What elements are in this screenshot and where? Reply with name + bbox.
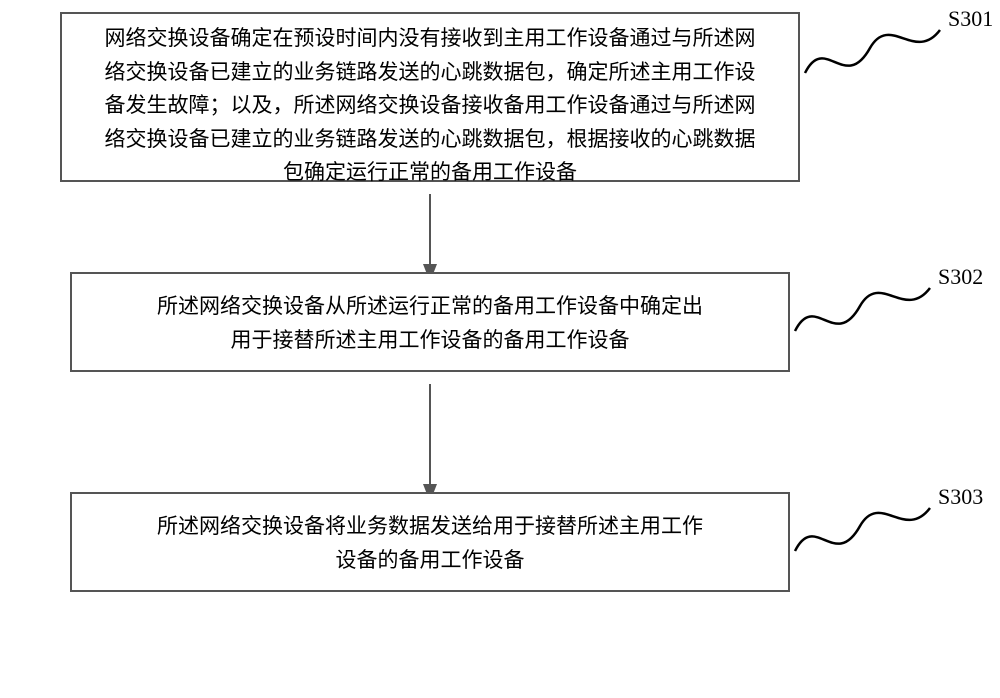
node-text-line: 网络交换设备确定在预设时间内没有接收到主用工作设备通过与所述网 (82, 22, 778, 56)
flow-node-s303: 所述网络交换设备将业务数据发送给用于接替所述主用工作 设备的备用工作设备 (70, 492, 790, 592)
flowchart-container: 网络交换设备确定在预设时间内没有接收到主用工作设备通过与所述网 络交换设备已建立… (60, 12, 940, 592)
step-label-s303: S303 (938, 484, 983, 510)
squiggle-connector (800, 18, 950, 88)
flow-arrow (420, 194, 440, 284)
node-text-line: 用于接替所述主用工作设备的备用工作设备 (92, 324, 768, 358)
flow-node-s302: 所述网络交换设备从所述运行正常的备用工作设备中确定出 用于接替所述主用工作设备的… (70, 272, 790, 372)
node-text-line: 备发生故障；以及，所述网络交换设备接收备用工作设备通过与所述网 (82, 89, 778, 123)
flow-node-s301: 网络交换设备确定在预设时间内没有接收到主用工作设备通过与所述网 络交换设备已建立… (60, 12, 800, 182)
node-text-line: 络交换设备已建立的业务链路发送的心跳数据包，根据接收的心跳数据 (82, 123, 778, 157)
step-label-s301: S301 (948, 6, 993, 32)
node-text-line: 所述网络交换设备从所述运行正常的备用工作设备中确定出 (92, 290, 768, 324)
node-text-line: 设备的备用工作设备 (92, 544, 768, 578)
squiggle-connector (790, 276, 940, 346)
node-text-line: 包确定运行正常的备用工作设备 (82, 156, 778, 190)
flow-arrow (420, 384, 440, 504)
node-text-line: 络交换设备已建立的业务链路发送的心跳数据包，确定所述主用工作设 (82, 56, 778, 90)
step-label-s302: S302 (938, 264, 983, 290)
squiggle-connector (790, 496, 940, 566)
node-text-line: 所述网络交换设备将业务数据发送给用于接替所述主用工作 (92, 510, 768, 544)
